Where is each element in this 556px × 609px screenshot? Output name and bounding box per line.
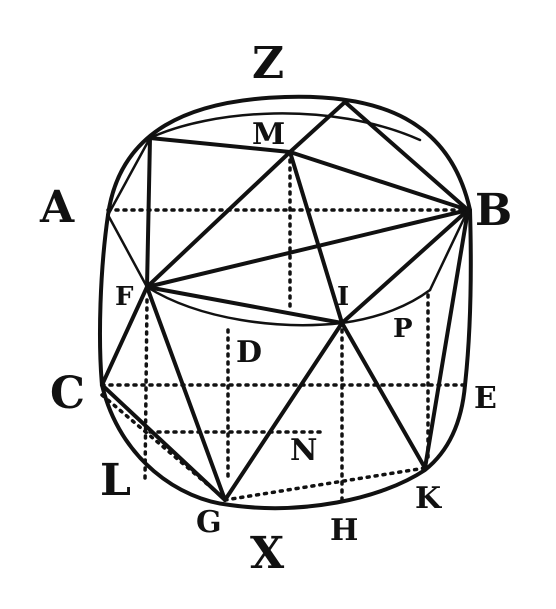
label-l: L (100, 455, 131, 506)
edge-i-g (223, 321, 344, 502)
label-z: Z (252, 38, 284, 89)
edge-m-b (288, 150, 470, 212)
label-a: A (39, 182, 75, 233)
right-side (463, 208, 473, 387)
label-i: I (337, 282, 349, 312)
edge-i-k (340, 321, 427, 470)
label-e: E (474, 381, 497, 416)
label-n: N (290, 433, 317, 468)
label-b: B (475, 185, 512, 236)
label-p: P (393, 314, 413, 344)
left-side (98, 213, 110, 387)
label-c: C (50, 368, 85, 419)
label-h: H (330, 513, 358, 548)
hidden-f-vertical (143, 298, 149, 482)
bottom-arc (100, 383, 467, 511)
edge-f-i (145, 285, 344, 325)
edge-b-right-1 (428, 208, 470, 292)
edge-a-left-1 (106, 136, 152, 217)
edge-upper-left (148, 136, 292, 154)
hidden-c-lower-left (100, 393, 222, 497)
edge-b-k (423, 208, 470, 470)
label-d: D (236, 335, 262, 370)
edge-f-g (145, 285, 227, 502)
edge-m-upper-right (288, 100, 347, 154)
label-f: F (115, 282, 134, 312)
edge-f-c (100, 285, 149, 387)
label-k: K (415, 481, 442, 516)
edge-a-f (106, 213, 149, 289)
label-m: M (252, 117, 285, 152)
hidden-g-k (223, 466, 427, 502)
label-g: G (196, 505, 222, 540)
mid-inner-arc (145, 285, 432, 327)
edge-c-g (100, 383, 227, 502)
upper-inner-arc (148, 112, 422, 142)
edge-upper-right-b (343, 100, 470, 212)
top-arc (106, 94, 472, 217)
edge-f-b (145, 208, 470, 289)
edge-m-f (145, 150, 292, 289)
edge-a-f-upper (145, 136, 152, 289)
label-x: X (250, 528, 285, 579)
edge-m-i (288, 150, 344, 325)
edge-i-b (340, 208, 470, 325)
